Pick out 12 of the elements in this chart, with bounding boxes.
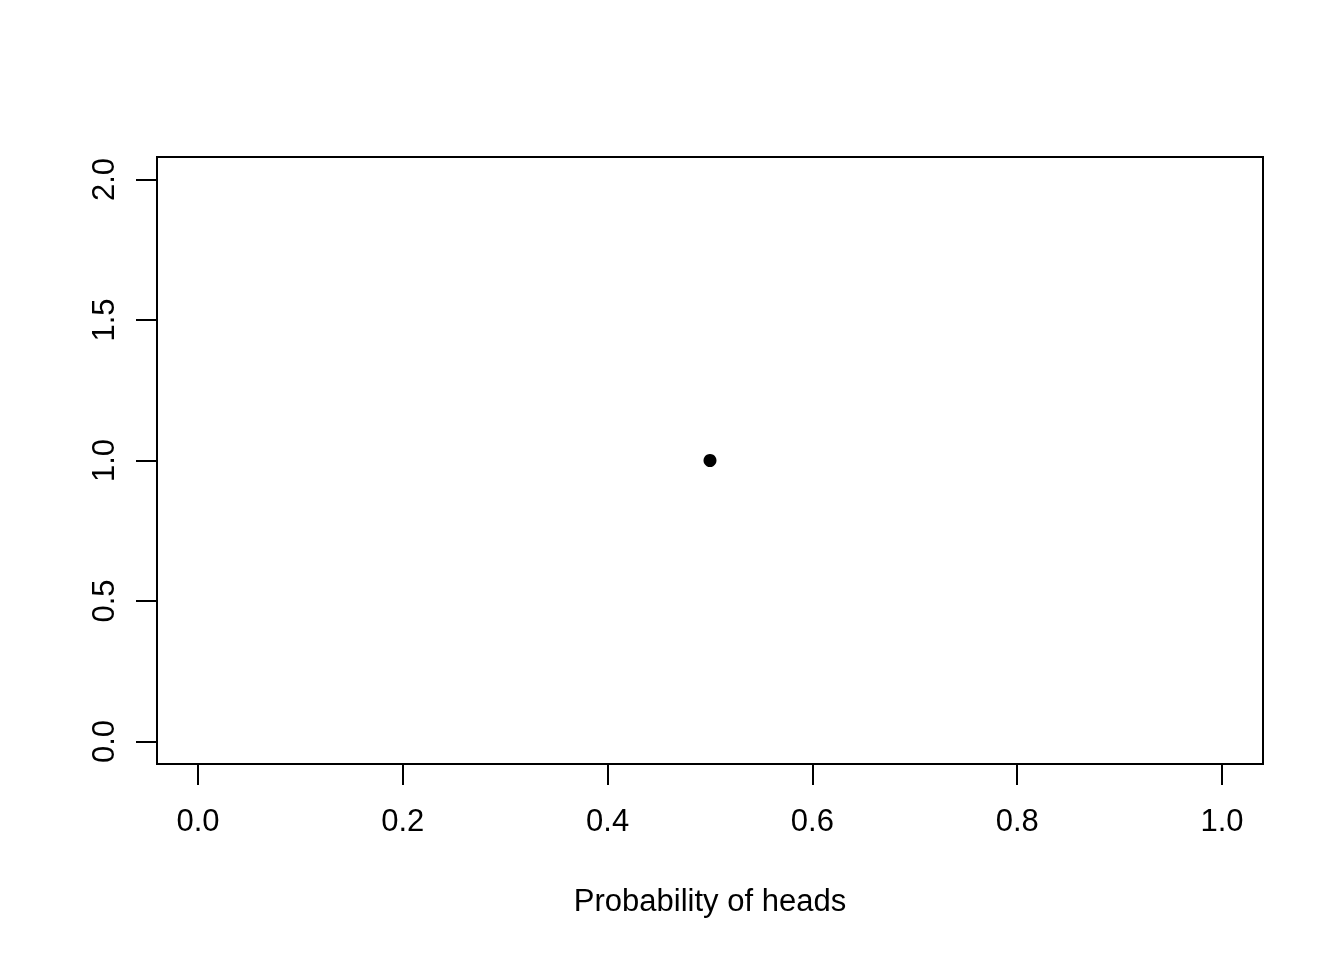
- y-tick-label: 1.5: [86, 298, 121, 342]
- x-tick-label: 0.2: [381, 803, 425, 838]
- x-tick-label: 0.0: [176, 803, 220, 838]
- y-tick-label: 1.0: [86, 438, 121, 483]
- x-tick-label: 0.6: [790, 803, 834, 838]
- y-tick-label: 2.0: [86, 157, 121, 202]
- x-tick-label: 0.4: [586, 803, 630, 838]
- x-tick-label: 0.8: [995, 803, 1039, 838]
- y-tick-label: 0.0: [86, 719, 121, 764]
- x-axis-title: Probability of heads: [573, 883, 847, 918]
- y-tick-label: 0.5: [86, 579, 121, 623]
- x-tick-label: 1.0: [1200, 803, 1244, 838]
